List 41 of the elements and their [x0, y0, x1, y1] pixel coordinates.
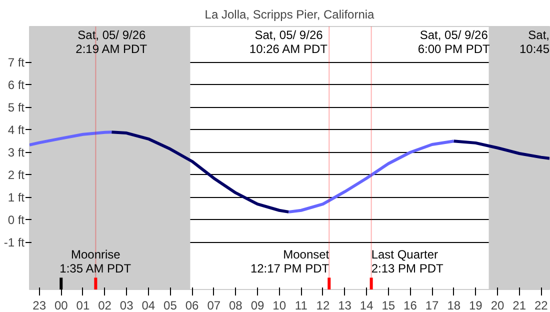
- x-tick-label: 10: [272, 298, 286, 312]
- annotation: Sat, 05/ 9/26 10:26 AM PDT: [249, 28, 328, 56]
- x-tick-label: 00: [54, 298, 68, 312]
- y-tick-label: 0 ft: [8, 212, 26, 227]
- y-tick-label: 2 ft: [8, 168, 26, 182]
- x-tick-label: 09: [250, 298, 264, 312]
- x-tick-label: 18: [447, 298, 461, 312]
- y-tick-label: -1 ft: [4, 235, 26, 250]
- y-tick-label: 6 ft: [8, 78, 26, 92]
- x-tick-label: 01: [76, 298, 90, 312]
- x-tick-label: 12: [316, 298, 330, 312]
- x-tick-label: 13: [338, 298, 352, 312]
- x-tick-label: 11: [294, 298, 308, 312]
- annotation: Sat, 10:45: [519, 28, 550, 56]
- x-tick-label: 19: [469, 298, 483, 312]
- chart-title: La Jolla, Scripps Pier, California: [204, 8, 375, 22]
- x-tick-label: 16: [404, 298, 418, 312]
- y-tick-label: 5 ft: [8, 100, 26, 114]
- y-tick-label: 4 ft: [8, 122, 26, 137]
- x-tick-label: 03: [120, 298, 134, 312]
- ref-line-label: Moonrise 1:35 AM PDT: [60, 247, 132, 276]
- x-tick-label: 15: [382, 298, 396, 312]
- y-tick-label: 3 ft: [8, 145, 26, 160]
- x-tick-label: 14: [360, 298, 374, 312]
- y-tick-label: 1 ft: [8, 190, 26, 204]
- annotation: Sat, 05/ 9/26 2:19 AM PDT: [76, 28, 148, 56]
- x-tick-label: 20: [490, 298, 504, 312]
- x-tick-label: 22: [534, 298, 548, 312]
- x-tick-label: 05: [164, 298, 178, 312]
- y-tick-label: 7 ft: [8, 55, 26, 70]
- ref-line-label: Last Quarter 2:13 PM PDT: [371, 247, 444, 276]
- x-tick-label: 04: [142, 298, 156, 312]
- x-tick-label: 07: [207, 298, 221, 312]
- x-tick-label: 23: [32, 298, 46, 312]
- x-tick-label: 08: [229, 298, 243, 312]
- x-tick-label: 06: [185, 298, 200, 312]
- annotation: Sat, 05/ 9/26 6:00 PM PDT: [418, 28, 491, 56]
- ref-line-label: Moonset 12:17 PM PDT: [250, 247, 330, 276]
- x-tick-label: 17: [425, 298, 440, 312]
- x-tick-label: 21: [512, 298, 526, 312]
- x-tick-label: 02: [98, 298, 112, 312]
